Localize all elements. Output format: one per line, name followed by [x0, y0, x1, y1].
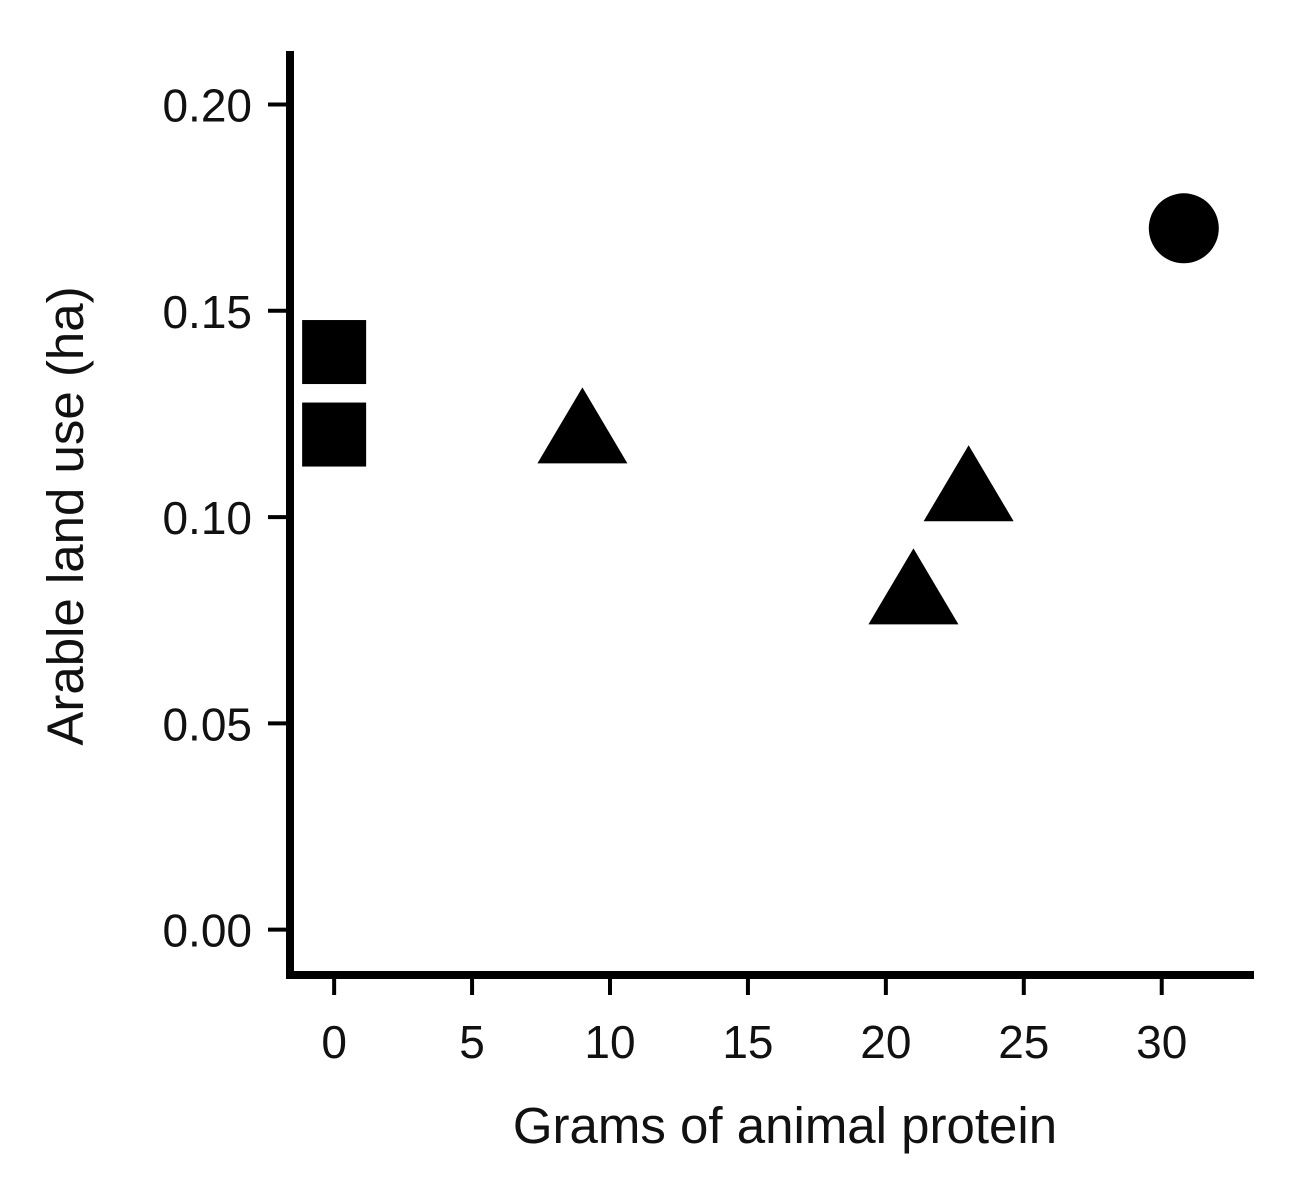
square-point — [302, 320, 367, 385]
triangle-point — [537, 387, 628, 464]
x-tick-label: 25 — [998, 1016, 1049, 1068]
x-tick-label: 0 — [321, 1016, 347, 1068]
y-tick-label: 0.05 — [162, 698, 252, 750]
data-points — [302, 193, 1219, 625]
triangle-point — [923, 445, 1014, 522]
square-point — [302, 402, 367, 467]
circle-point — [1148, 193, 1219, 264]
y-tick-label: 0.00 — [162, 905, 252, 957]
y-axis-title: Arable land use (ha) — [37, 286, 94, 745]
x-tick-label: 5 — [459, 1016, 485, 1068]
x-tick-label: 20 — [860, 1016, 911, 1068]
y-tick-label: 0.20 — [162, 80, 252, 132]
x-tick-label: 10 — [584, 1016, 635, 1068]
y-tick-label: 0.10 — [162, 492, 252, 544]
x-axis-ticks: 0 5 10 15 20 25 30 — [321, 975, 1187, 1068]
x-tick-label: 15 — [722, 1016, 773, 1068]
x-tick-label: 30 — [1136, 1016, 1187, 1068]
y-axis-ticks: 0.00 0.05 0.10 0.15 0.20 — [162, 80, 290, 957]
triangle-point — [868, 548, 959, 625]
x-axis-title: Grams of animal protein — [513, 1097, 1057, 1154]
y-tick-label: 0.15 — [162, 286, 252, 338]
